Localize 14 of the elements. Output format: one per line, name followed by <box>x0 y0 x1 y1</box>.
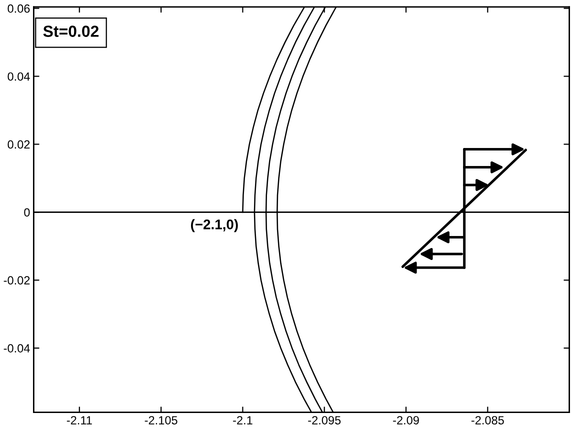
y-tick-label: 0.06 <box>8 4 30 13</box>
annotation: (−2.1,0) <box>190 219 238 232</box>
y-tick-label: 0.02 <box>8 140 30 149</box>
x-tick-label: -2.09 <box>393 416 419 424</box>
x-tick-label: -2.1 <box>233 416 252 424</box>
x-tick-label: -2.085 <box>471 416 504 424</box>
x-tick-label: -2.11 <box>66 416 92 424</box>
y-tick-label: 0.04 <box>8 72 30 81</box>
x-tick-label: -2.095 <box>308 416 341 424</box>
x-tick-label: -2.105 <box>144 416 178 424</box>
y-tick-label: -0.02 <box>4 276 30 285</box>
annotation: St=0.02 <box>43 26 99 37</box>
y-tick-label: -0.04 <box>4 344 30 352</box>
y-tick-label: 0 <box>24 208 30 217</box>
